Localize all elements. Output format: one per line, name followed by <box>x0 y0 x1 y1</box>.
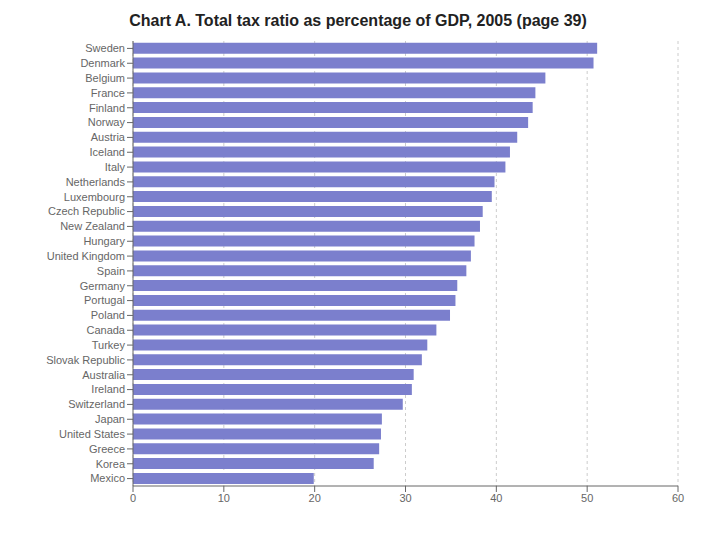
svg-text:Netherlands: Netherlands <box>66 176 126 188</box>
svg-text:United Kingdom: United Kingdom <box>47 250 125 262</box>
svg-text:Italy: Italy <box>105 161 126 173</box>
svg-text:Slovak Republic: Slovak Republic <box>46 354 125 366</box>
svg-text:Korea: Korea <box>96 458 126 470</box>
svg-text:Portugal: Portugal <box>84 294 125 306</box>
svg-text:Finland: Finland <box>89 102 125 114</box>
svg-text:Turkey: Turkey <box>92 339 126 351</box>
svg-text:Australia: Australia <box>82 369 126 381</box>
svg-text:Iceland: Iceland <box>90 146 125 158</box>
svg-text:50: 50 <box>581 492 593 504</box>
svg-text:New Zealand: New Zealand <box>60 220 125 232</box>
svg-text:Japan: Japan <box>95 413 125 425</box>
svg-text:Mexico: Mexico <box>90 472 125 484</box>
svg-text:20: 20 <box>309 492 321 504</box>
svg-text:Greece: Greece <box>89 443 125 455</box>
svg-text:Switzerland: Switzerland <box>68 398 125 410</box>
svg-text:United States: United States <box>59 428 126 440</box>
html-text:Chart A. Total tax ratio as pe: Chart A. Total tax ratio as percentage o… <box>129 12 587 29</box>
svg-text:Austria: Austria <box>91 131 126 143</box>
svg-text:Sweden: Sweden <box>85 42 125 54</box>
svg-text:Belgium: Belgium <box>85 72 125 84</box>
svg-text:Hungary: Hungary <box>83 235 125 247</box>
svg-text:40: 40 <box>490 492 502 504</box>
svg-text:Germany: Germany <box>80 280 126 292</box>
svg-text:Czech Republic: Czech Republic <box>48 205 126 217</box>
svg-text:Luxembourg: Luxembourg <box>64 191 125 203</box>
svg-text:60: 60 <box>672 492 684 504</box>
svg-text:0: 0 <box>130 492 136 504</box>
svg-text:Spain: Spain <box>97 265 125 277</box>
svg-text:30: 30 <box>399 492 411 504</box>
svg-text:Canada: Canada <box>86 324 125 336</box>
svg-text:Norway: Norway <box>88 116 126 128</box>
svg-text:Poland: Poland <box>91 309 125 321</box>
svg-text:France: France <box>91 87 125 99</box>
svg-text:Ireland: Ireland <box>91 383 125 395</box>
svg-text:Denmark: Denmark <box>80 57 125 69</box>
svg-text:10: 10 <box>218 492 230 504</box>
